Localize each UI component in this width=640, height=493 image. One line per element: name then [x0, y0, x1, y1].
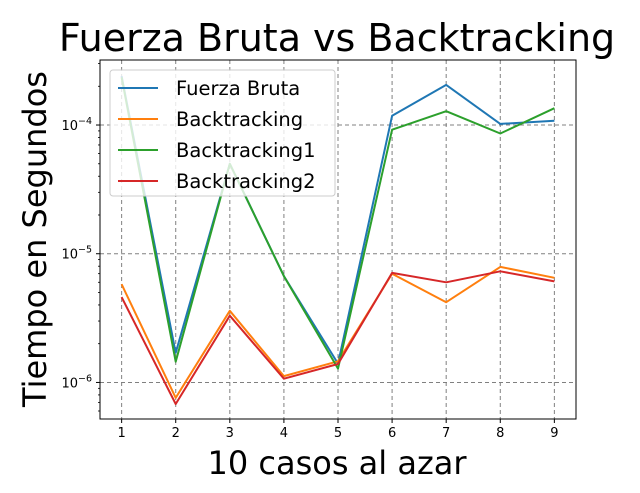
legend-label: Backtracking — [176, 108, 303, 131]
x-tick-label: 2 — [172, 426, 180, 441]
x-tick-label: 7 — [442, 426, 450, 441]
x-tick-label: 3 — [226, 426, 234, 441]
y-tick-label: 10−6 — [61, 373, 92, 391]
legend-label: Backtracking2 — [176, 170, 316, 193]
x-tick-label: 4 — [280, 426, 288, 441]
series-line-backtracking1 — [120, 77, 555, 370]
axis-ticks: 1 2 3 4 5 6 7 8 9 10−6 10−5 10−4 — [61, 63, 559, 441]
x-tick-label: 1 — [117, 426, 125, 441]
legend: Fuerza Bruta Backtracking Backtracking1 Bac… — [109, 69, 336, 197]
series-line-backtracking — [120, 265, 555, 399]
y-axis-label: Tiempo en Segundos — [16, 71, 54, 408]
y-tick-label: 10−5 — [61, 245, 92, 263]
series-lines — [120, 75, 555, 405]
x-tick-label: 5 — [334, 426, 342, 441]
x-axis-label: 10 casos al azar — [207, 444, 467, 482]
legend-box — [109, 69, 336, 197]
x-tick-label: 8 — [496, 426, 504, 441]
y-tick-label: 10−4 — [61, 116, 92, 134]
series-line-backtracking2 — [120, 270, 555, 405]
x-tick-label: 9 — [550, 426, 558, 441]
chart-title: Fuerza Bruta vs Backtracking — [59, 16, 615, 60]
x-tick-label: 6 — [388, 426, 396, 441]
legend-label: Backtracking1 — [176, 139, 316, 162]
legend-label: Fuerza Bruta — [176, 77, 300, 100]
